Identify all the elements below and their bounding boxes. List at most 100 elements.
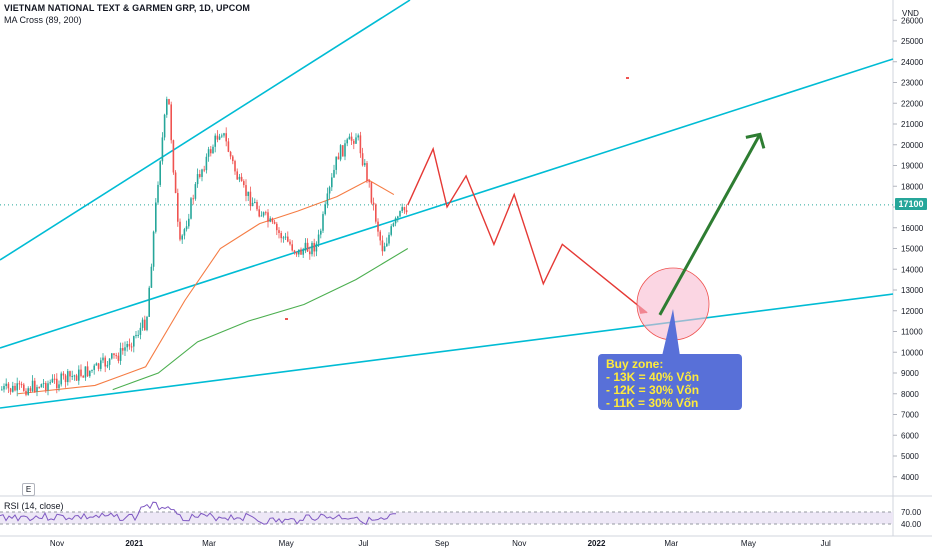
candle-body [67,371,69,383]
x-tick-label: Jul [821,539,831,548]
candle-body [298,249,300,255]
candle-body [155,202,157,232]
y-tick-label: 4000 [901,473,919,482]
candle-body [324,204,326,215]
candle-body [234,161,236,172]
candle-body [335,156,337,170]
y-tick-label: 20000 [901,141,924,150]
candle-body [258,209,260,217]
y-tick-label: 8000 [901,390,919,399]
candle-body [23,384,25,391]
candle-body [172,140,175,173]
candle-body [216,135,219,140]
x-tick-label: Mar [664,539,678,548]
candle-body [47,383,49,391]
candle-body [293,250,296,252]
candle-body [192,198,194,200]
candle-body [29,388,32,391]
candle-body [168,99,170,105]
candle-body [262,212,265,216]
candle-body [386,243,388,247]
y-tick-label: 19000 [901,162,924,171]
candle-body [49,382,51,384]
candle-body [161,137,164,162]
candle-body [150,266,153,288]
candle-body [34,380,36,392]
candle-body [199,174,201,177]
candle-body [390,226,392,235]
candle-body [75,375,78,381]
candle-body [137,334,139,336]
candle-body [14,385,16,391]
rsi-line [0,501,397,526]
candle-body [403,207,406,211]
x-tick-label: May [279,539,294,548]
marker-dot [285,318,288,320]
candle-body [51,378,54,383]
candle-body [276,223,278,231]
candle-body [108,358,111,365]
candle-body [339,145,342,160]
trendline [0,293,894,409]
candle-body [106,364,109,367]
y-tick-label: 10000 [901,348,924,357]
candle-body [122,348,124,351]
x-tick-label: Sep [435,539,450,548]
candle-body [190,198,192,219]
candle-body [353,140,355,144]
candle-body [218,136,221,140]
candle-body [40,384,43,388]
ma-slow-line [112,248,409,391]
candle-body [401,207,403,211]
candle-body [364,163,366,166]
candle-body [394,218,397,224]
y-tick-label: 24000 [901,58,924,67]
y-tick-label: 14000 [901,265,924,274]
candle-body [229,151,232,157]
rsi-legend: RSI (14, close) [4,501,64,511]
candle-body [126,343,128,348]
candle-body [203,169,205,171]
y-tick-label: 21000 [901,120,924,129]
candle-body [251,202,254,207]
candle-body [146,316,148,331]
y-tick-label: 26000 [901,16,924,25]
candle-body [361,153,364,166]
candle-body [311,242,313,255]
candle-body [64,375,67,383]
candle-body [278,230,280,233]
buy-zone-pointer [662,309,680,356]
candle-body [27,388,29,395]
candle-body [133,336,135,347]
y-tick-label: 23000 [901,79,924,88]
candle-body [249,191,252,207]
candle-body [245,185,247,196]
candle-body [86,366,89,377]
candle-body [71,375,73,377]
marker-dot [626,77,629,79]
candle-body [3,386,5,390]
candle-body [12,385,14,392]
candle-body [331,177,333,188]
buy-zone-level-1: - 13K = 40% Vốn [606,370,700,384]
candle-body [280,232,282,239]
candle-body [313,242,315,252]
candle-body [337,156,340,160]
candle-body [124,347,126,351]
events-button[interactable]: E [22,483,35,496]
candle-body [295,251,298,255]
candle-body [84,366,87,378]
candle-body [375,204,377,222]
target-arrow [658,133,762,316]
candle-body [232,156,234,162]
candle-body [5,383,7,387]
candle-body [304,242,307,251]
x-tick-label: Nov [50,539,64,548]
candle-body [1,389,3,391]
candle-body [82,375,84,378]
candle-body [368,180,370,183]
candle-body [177,193,179,222]
buy-zone-level-2: - 12K = 30% Vốn [606,383,700,397]
candle-body [69,371,71,377]
